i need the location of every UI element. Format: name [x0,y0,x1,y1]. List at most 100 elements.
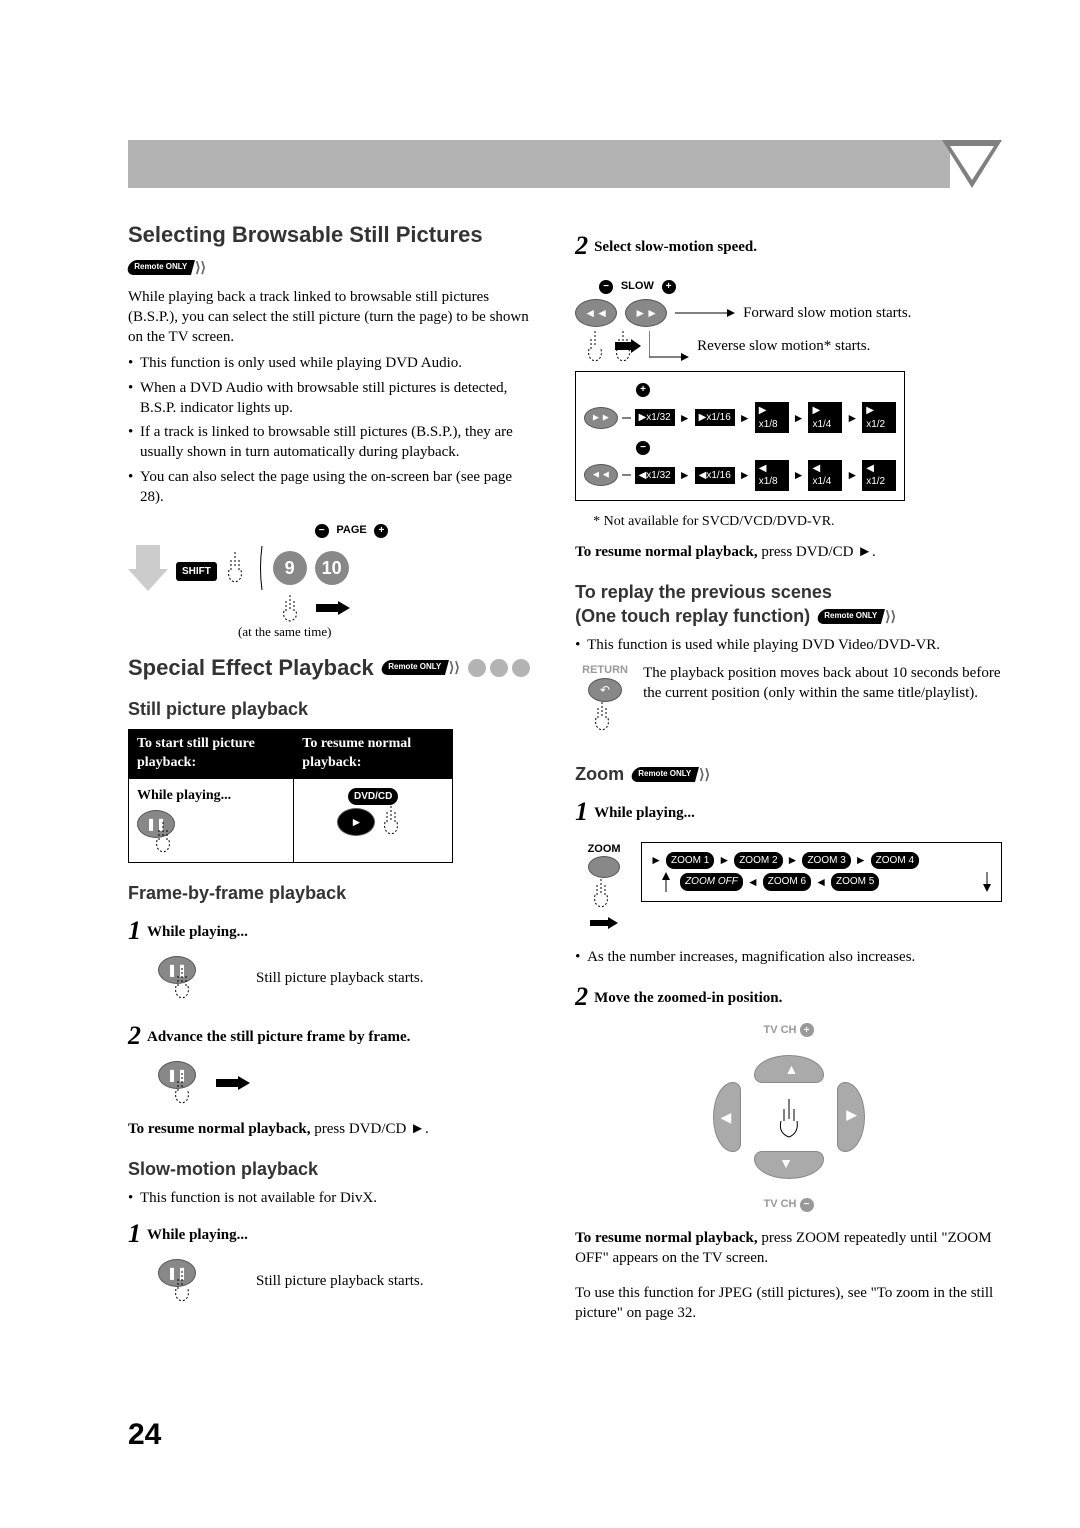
heading-sfx: Special Effect Playback Remote ONLY ⟩⟩ [128,653,535,683]
speed-chip: ▶ x1/4 [808,402,842,433]
play-button-icon: ► [337,808,375,836]
zoom-label: ZOOM [575,842,633,857]
hand-press-icon [278,593,308,623]
hand-press-icon [170,968,200,998]
heading-still: Still picture playback [128,697,535,721]
zoom-chip: ZOOM 1 [666,852,714,870]
bsp-intro: While playing back a track linked to bro… [128,287,535,348]
zoom-diagram: ZOOM ► ZOOM 1 ► ZOOM 2 ► [575,842,1002,936]
plus-icon: + [636,383,650,397]
slow-bullet: This function is not available for DivX. [128,1188,535,1208]
line-icon [622,417,631,419]
bracket-icon [259,546,265,590]
plus-icon: + [374,524,388,538]
tvch-top: TV CH + [575,1023,1002,1038]
heading-bsp: Selecting Browsable Still Pictures Remot… [128,220,535,277]
zoom-chip: ZOOM 3 [802,852,850,870]
minus-icon: − [599,280,613,294]
arrow-line-icon [649,331,689,361]
slow-step-1-desc: Still picture playback starts. [256,1271,423,1291]
remote-only-badge: Remote ONLY ⟩⟩ [128,258,206,277]
forward-button-icon: ►► [584,407,618,429]
speed-chip: ◀x1/16 [695,467,735,485]
table-cell: DVD/CD ► [294,778,453,862]
remote-only-badge: Remote ONLY ⟩⟩ [818,607,896,626]
step-2: 2Advance the still picture frame by fram… [128,1018,535,1053]
heading-bsp-text: Selecting Browsable Still Pictures [128,220,483,250]
dpad-left: ◀ [713,1082,741,1152]
table-header: To resume normal playback: [294,729,453,778]
hand-press-icon [170,1271,200,1301]
bsp-bullet: You can also select the page using the o… [128,467,535,508]
remote-only-badge: Remote ONLY ⟩⟩ [382,658,460,677]
rewind-button-icon: ◄◄ [575,299,617,327]
page-number: 24 [128,1418,161,1452]
resume-text: To resume normal playback, press DVD/CD … [128,1119,535,1139]
heading-replay: To replay the previous scenes (One touch… [575,580,1002,629]
remote-only-badge: Remote ONLY ⟩⟩ [632,765,710,784]
dpad-up: ▲ [754,1055,824,1083]
loop-arrow-icon [981,872,993,892]
slow-step-1: 1While playing... [128,1216,535,1251]
resume-text: To resume normal playback, press DVD/CD … [575,542,1002,562]
table-cell: While playing... ❚❚ [129,778,294,862]
number-9-button: 9 [273,551,307,585]
zoom-resume-text: To resume normal playback, press ZOOM re… [575,1228,1002,1269]
speed-chip: ◀ x1/8 [755,460,789,491]
hand-press-icon [590,702,620,732]
minus-icon: − [800,1198,814,1212]
page-select-diagram: − PAGE + SHIFT 9 10 [128,519,535,641]
heading-zoom: Zoom Remote ONLY ⟩⟩ [575,762,1002,786]
speed-chip: ◀x1/32 [635,467,675,485]
zoom-note: As the number increases, magnification a… [575,947,1002,967]
right-arrow-icon [590,917,618,929]
hand-press-icon [221,550,251,580]
header-triangle-icon [942,140,1002,188]
zoom-step-2: 2Move the zoomed-in position. [575,979,1002,1014]
grey-dots-icon [468,659,530,677]
right-arrow-icon [216,1076,250,1090]
footnote: * Not available for SVCD/VCD/DVD-VR. [593,513,1002,532]
slow-step-2: 2Select slow-motion speed. [575,228,1002,263]
loop-arrow-icon [660,872,672,892]
heading-slow: Slow-motion playback [128,1157,535,1181]
table-header: To start still picture playback: [129,729,294,778]
hand-press-icon [583,331,613,361]
heading-sfx-text: Special Effect Playback [128,653,374,683]
speed-chip: ◀ x1/2 [862,460,896,491]
return-label: RETURN [575,663,635,678]
bsp-bullet: This function is only used while playing… [128,353,535,373]
zoom-chip: ZOOM OFF [680,873,743,891]
zoom-chip: ZOOM 6 [763,873,811,891]
hand-press-icon [379,806,409,836]
tvch-bottom: TV CH − [575,1197,1002,1212]
signal-icon: ⟩⟩ [885,607,896,626]
hand-press-icon [773,1099,803,1129]
same-time-note: (at the same time) [238,623,535,641]
bsp-bullet: When a DVD Audio with browsable still pi… [128,378,535,419]
signal-icon: ⟩⟩ [195,258,206,277]
replay-desc: The playback position moves back about 1… [643,663,1002,704]
heading-fbf: Frame-by-frame playback [128,881,535,905]
zoom-chip: ZOOM 5 [831,873,879,891]
rev-slow-text: Reverse slow motion* starts. [697,336,870,356]
rewind-button-icon: ◄◄ [584,464,618,486]
step-1-desc: Still picture playback starts. [256,968,423,988]
zoom-chip: ZOOM 2 [734,852,782,870]
dpad-diagram: ▲ ▲ ◀ ◀ [699,1047,879,1187]
dvdcd-badge: DVD/CD [348,788,398,806]
down-arrow-icon [128,545,168,591]
page-label: PAGE [336,524,366,536]
replay-bullet: This function is used while playing DVD … [575,635,1002,655]
dpad-right: ◀ [837,1082,865,1152]
speed-chip: ▶x1/16 [695,409,735,427]
line-icon [622,474,631,476]
return-button-icon: ↶ [588,678,622,702]
hand-press-icon [589,879,619,909]
signal-icon: ⟩⟩ [449,658,460,677]
zoom-button-icon [588,856,620,878]
header-bar [128,140,950,188]
plus-icon: + [662,280,676,294]
speed-chip: ▶ x1/8 [755,402,789,433]
fwd-slow-text: Forward slow motion starts. [743,303,911,323]
